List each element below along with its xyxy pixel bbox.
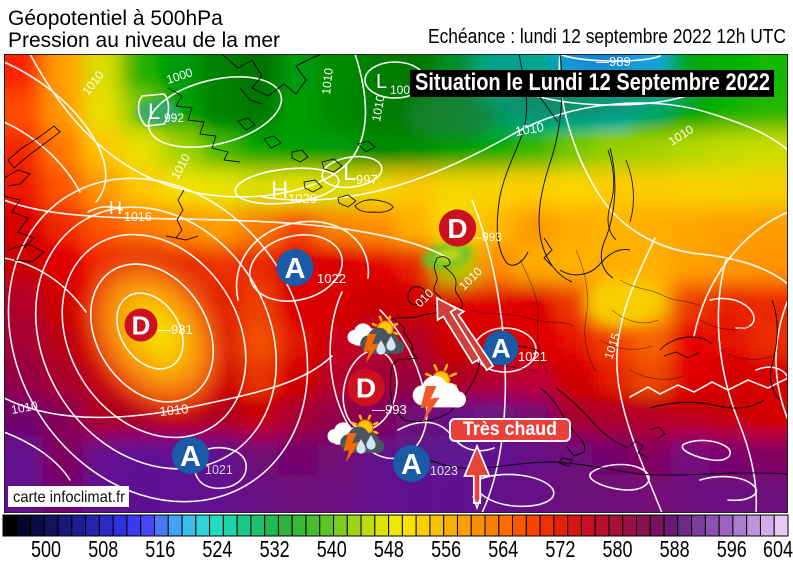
svg-text:A: A — [491, 334, 511, 364]
svg-text:Géopotentiel à 500hPa: Géopotentiel à 500hPa — [8, 7, 223, 30]
svg-text:A: A — [285, 253, 306, 285]
svg-text:Pression au niveau de la mer: Pression au niveau de la mer — [8, 29, 280, 52]
svg-text:Très chaud: Très chaud — [463, 419, 557, 440]
svg-text:500: 500 — [31, 536, 61, 562]
svg-text:1010: 1010 — [10, 398, 39, 416]
svg-text:D: D — [447, 213, 467, 244]
svg-text:1020: 1020 — [288, 191, 317, 206]
svg-text:—989: —989 — [596, 54, 631, 69]
svg-text:1010: 1010 — [159, 401, 189, 419]
svg-text:992: 992 — [164, 111, 184, 125]
svg-text:H: H — [109, 198, 122, 218]
svg-text:—981: —981 — [158, 322, 193, 337]
svg-text:1010: 1010 — [369, 93, 387, 122]
svg-text:D: D — [356, 373, 376, 404]
svg-text:540: 540 — [317, 536, 347, 562]
svg-text:997: 997 — [356, 172, 378, 187]
svg-text:532: 532 — [260, 536, 290, 562]
svg-text:604: 604 — [763, 536, 793, 562]
svg-text:516: 516 — [145, 536, 175, 562]
svg-text:Situation le Lundi 12 Septembr: Situation le Lundi 12 Septembre 2022 — [415, 69, 770, 96]
svg-text:508: 508 — [88, 536, 118, 562]
svg-text:556: 556 — [431, 536, 461, 562]
svg-text:carte infoclimat.fr: carte infoclimat.fr — [13, 489, 126, 506]
svg-text:Echéance : lundi 12 septembre: Echéance : lundi 12 septembre 2022 12h U… — [428, 26, 786, 48]
svg-text:1010: 1010 — [319, 67, 336, 95]
svg-text:1021: 1021 — [518, 349, 547, 364]
svg-text:H: H — [271, 177, 288, 204]
svg-text:A: A — [180, 441, 201, 473]
svg-text:1022: 1022 — [317, 271, 346, 286]
svg-text:580: 580 — [603, 536, 633, 562]
svg-text:—993: —993 — [470, 230, 502, 244]
svg-text:1021: 1021 — [205, 463, 233, 477]
svg-text:L: L — [376, 71, 387, 93]
svg-text:—993: —993 — [372, 402, 407, 417]
svg-text:572: 572 — [545, 536, 575, 562]
svg-text:524: 524 — [202, 536, 232, 562]
svg-text:L: L — [343, 159, 356, 186]
svg-text:548: 548 — [374, 536, 404, 562]
svg-text:1010: 1010 — [514, 119, 545, 139]
svg-text:D: D — [132, 310, 151, 340]
svg-text:100: 100 — [390, 83, 410, 97]
svg-text:1016: 1016 — [124, 210, 152, 224]
svg-text:1023: 1023 — [430, 464, 458, 478]
svg-text:564: 564 — [488, 536, 518, 562]
svg-text:588: 588 — [660, 536, 690, 562]
svg-text:L: L — [148, 99, 160, 124]
svg-text:A: A — [401, 449, 422, 481]
svg-text:596: 596 — [717, 536, 747, 562]
